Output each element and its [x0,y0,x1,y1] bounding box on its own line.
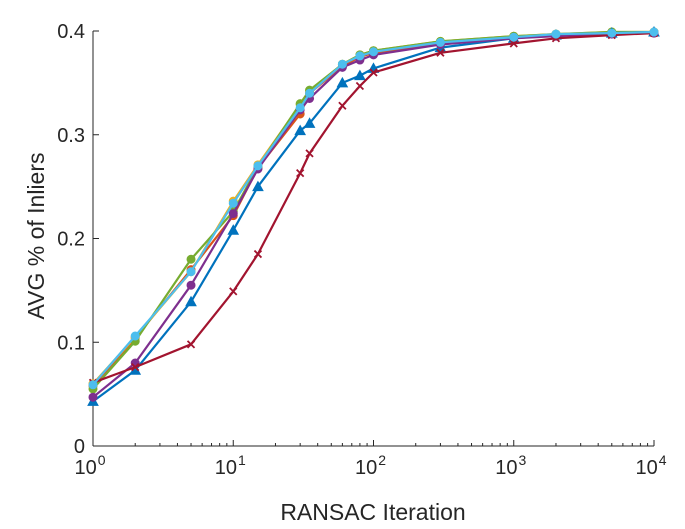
data-point [227,224,240,235]
series-yellow [88,27,659,389]
data-point [649,27,659,37]
data-point [436,48,445,57]
data-point [228,198,238,208]
x-axis-title: RANSAC Iteration [280,499,465,525]
data-point [355,51,365,61]
labels-group: RANSAC Iteration AVG % of Inliers [23,152,466,525]
y-axis-title: AVG % of Inliers [23,152,49,319]
x-tick-exponent: 4 [659,452,667,468]
data-point [88,380,98,390]
data-point [607,28,617,38]
x-tick-label: 101 [215,452,246,479]
data-point [435,37,445,47]
series-line-yellow [92,30,654,385]
y-tick-label: 0 [74,436,85,458]
x-tick-label: 100 [74,452,105,479]
data-point [186,280,196,290]
data-point [253,161,263,171]
x-tick-label: 102 [355,452,386,479]
x-tick-label: 104 [635,452,666,479]
data-point [296,169,305,178]
series-group [87,26,660,406]
series-green [88,27,659,394]
data-point [355,81,365,91]
data-point [185,295,197,307]
data-point [253,249,263,259]
series-orange [88,28,659,391]
data-point [186,340,196,349]
x-tick-exponent: 3 [518,452,526,468]
series-red [88,28,659,387]
series-purple [88,28,659,402]
data-point [229,287,238,296]
data-point [509,39,518,48]
x-tick-exponent: 2 [378,452,386,468]
data-point [186,267,196,277]
data-point [131,363,140,372]
data-point [369,47,378,57]
y-tick-label: 0.2 [57,229,85,251]
series-line-green [92,30,654,390]
series-line-red [92,32,655,384]
series-blue [87,26,660,406]
data-point [294,124,307,136]
data-point [369,68,378,77]
data-point [295,103,305,113]
y-tick-label: 0.3 [57,125,85,147]
data-point [305,149,314,158]
y-tick-label: 0.4 [57,21,85,43]
y-tick-label: 0.1 [57,332,85,354]
data-point [338,101,347,110]
data-point [354,69,366,81]
data-point [305,88,315,98]
data-point [186,254,196,264]
series-light-blue [88,27,659,390]
series-line-orange [92,31,654,387]
data-point [337,59,347,69]
x-tick-exponent: 0 [98,452,106,468]
data-point [88,392,98,402]
data-point [509,32,519,42]
data-point [336,76,349,88]
data-point [130,331,140,341]
series-line-purple [92,32,655,399]
x-tick-label: 103 [495,452,526,479]
data-point [252,180,264,192]
data-point [303,117,316,128]
series-line-light-blue [92,30,655,386]
x-tick-exponent: 1 [238,452,246,468]
data-point [228,209,238,219]
data-point [551,29,561,39]
series-line-blue [92,30,655,403]
